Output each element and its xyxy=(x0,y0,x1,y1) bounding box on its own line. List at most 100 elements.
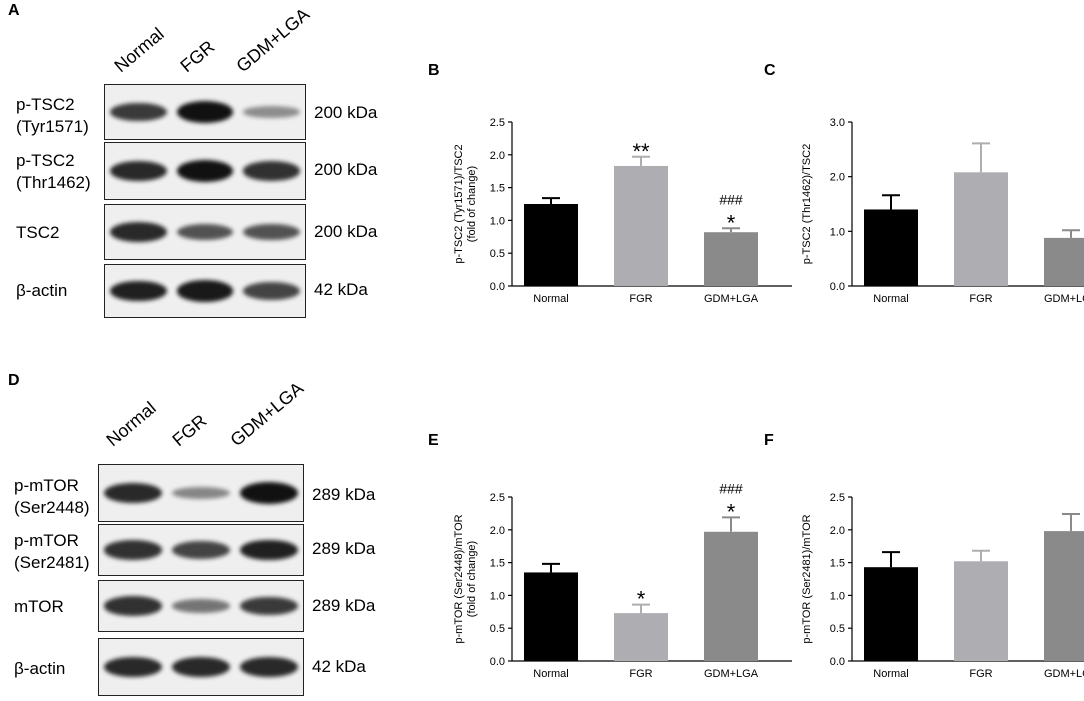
y-tick-label: 2.5 xyxy=(490,117,505,129)
y-axis-label: p-TSC2 (Thr1462)/TSC2 xyxy=(801,144,813,264)
significance-stars: * xyxy=(727,499,736,524)
significance-stars: * xyxy=(727,210,736,235)
blot-strip-row-4 xyxy=(104,264,306,318)
blot-band xyxy=(172,657,230,677)
y-tick-label: 2.5 xyxy=(490,492,505,504)
blot-band xyxy=(110,222,167,242)
blot-band xyxy=(240,657,298,677)
x-tick-label: Normal xyxy=(873,293,908,305)
blot-label-row-6: p-mTOR (Ser2481) xyxy=(14,531,90,572)
bar-normal xyxy=(864,567,918,661)
y-tick-label: 1.0 xyxy=(490,590,505,602)
blot-band xyxy=(172,486,230,500)
bar-fgr xyxy=(614,613,668,661)
x-tick-label: FGR xyxy=(629,668,652,680)
y-tick-label: 2.0 xyxy=(830,172,845,184)
bar-fgr xyxy=(954,172,1008,286)
blot-band xyxy=(104,483,162,503)
y-tick-label: 0.0 xyxy=(830,281,845,293)
kda-row-4: 42 kDa xyxy=(314,280,368,299)
y-tick-label: 1.5 xyxy=(490,558,505,570)
x-tick-label: Normal xyxy=(873,668,908,680)
lane-label-normal: Normal xyxy=(102,397,160,451)
blot-strip-row-1 xyxy=(104,84,306,140)
significance-stars: * xyxy=(637,587,646,612)
blot-band xyxy=(110,280,167,302)
blot-band xyxy=(110,161,167,181)
blot-label-row-5: p-mTOR (Ser2448) xyxy=(14,476,90,517)
blot-band xyxy=(110,102,167,122)
blot-band xyxy=(104,657,162,677)
bar-normal xyxy=(864,209,918,286)
y-tick-label: 2.0 xyxy=(490,525,505,537)
kda-row-1: 200 kDa xyxy=(314,103,378,122)
panel-letter-f: F xyxy=(764,432,774,449)
blot-band xyxy=(176,280,234,302)
bar-gdm-lga xyxy=(1044,531,1084,661)
blot-band xyxy=(104,540,162,560)
y-tick-label: 1.0 xyxy=(830,590,845,602)
lane-label-gdm-lga: GDM+LGA xyxy=(232,4,314,77)
x-tick-label: FGR xyxy=(969,668,992,680)
bar-chart-f: 0.0 0.5 1.0 1.5 2.0 2.5 p-mTOR (Ser2481)/mTOR N… xyxy=(801,492,1084,680)
kda-row-7: 289 kDa xyxy=(312,596,376,615)
bar-chart-b: 0.0 0.5 1.0 1.5 2.0 2.5 p-TSC2 (Tyr1571)/TSC2(… xyxy=(453,117,792,305)
blot-label-row-1: p-TSC2 (Tyr1571) xyxy=(16,95,89,136)
panel-letter-e: E xyxy=(428,432,439,449)
x-tick-label: GDM+LGA xyxy=(704,668,759,680)
kda-row-2: 200 kDa xyxy=(314,160,378,179)
blot-band xyxy=(243,282,300,300)
y-tick-label: 1.0 xyxy=(490,215,505,227)
blot-band xyxy=(240,596,298,616)
y-tick-label: 1.5 xyxy=(490,183,505,195)
lane-label-normal: Normal xyxy=(110,23,168,77)
kda-row-3: 200 kDa xyxy=(314,222,378,241)
lane-label-fgr: FGR xyxy=(176,36,219,77)
panel-letter-b: B xyxy=(428,62,440,79)
blot-label-row-8: β-actin xyxy=(14,659,66,678)
y-axis-label-sub: (fold of change) xyxy=(466,166,478,242)
x-tick-label: FGR xyxy=(629,293,652,305)
blot-band xyxy=(243,223,300,241)
y-tick-label: 2.0 xyxy=(830,525,845,537)
x-tick-label: GDM+LGA xyxy=(1044,668,1084,680)
blot-strip-row-2 xyxy=(104,142,306,200)
blot-strip-row-6 xyxy=(98,524,304,576)
lane-label-gdm-lga: GDM+LGA xyxy=(226,378,308,451)
blot-band xyxy=(240,539,298,561)
blot-strip-row-3 xyxy=(104,204,306,260)
y-tick-label: 0.0 xyxy=(490,281,505,293)
x-tick-label: FGR xyxy=(969,293,992,305)
bar-gdm-lga xyxy=(1044,237,1084,286)
blot-strip-row-5 xyxy=(98,464,304,522)
blot-band xyxy=(243,161,300,181)
bar-gdm-lga xyxy=(704,232,758,286)
blot-band xyxy=(176,101,234,123)
bar-chart-c: 0.0 1.0 2.0 3.0 p-TSC2 (Thr1462)/TSC2 Normal F… xyxy=(801,117,1084,305)
blot-label-row-4: β-actin xyxy=(16,281,68,300)
y-axis-label: p-mTOR (Ser2481)/mTOR xyxy=(801,514,813,643)
bar-fgr xyxy=(954,561,1008,661)
kda-row-5: 289 kDa xyxy=(312,485,376,504)
y-axis-label: p-TSC2 (Tyr1571)/TSC2 xyxy=(453,144,465,263)
kda-row-6: 289 kDa xyxy=(312,539,376,558)
y-axis-label: p-mTOR (Ser2448)/mTOR xyxy=(453,514,465,643)
blot-band xyxy=(176,223,234,241)
blot-band xyxy=(172,599,230,613)
blot-band xyxy=(243,106,300,118)
y-tick-label: 1.5 xyxy=(830,558,845,570)
y-tick-label: 2.5 xyxy=(830,492,845,504)
blot-band xyxy=(176,160,234,182)
kda-row-8: 42 kDa xyxy=(312,657,366,676)
x-tick-label: GDM+LGA xyxy=(1044,293,1084,305)
y-tick-label: 1.0 xyxy=(830,226,845,238)
bar-fgr xyxy=(614,165,668,286)
y-tick-label: 0.0 xyxy=(830,656,845,668)
blot-band xyxy=(240,482,298,504)
y-tick-label: 0.5 xyxy=(830,623,845,635)
x-tick-label: Normal xyxy=(533,668,568,680)
panel-letter-a: A xyxy=(8,2,20,19)
x-tick-label: Normal xyxy=(533,293,568,305)
y-tick-label: 2.0 xyxy=(490,150,505,162)
y-tick-label: 0.5 xyxy=(490,623,505,635)
